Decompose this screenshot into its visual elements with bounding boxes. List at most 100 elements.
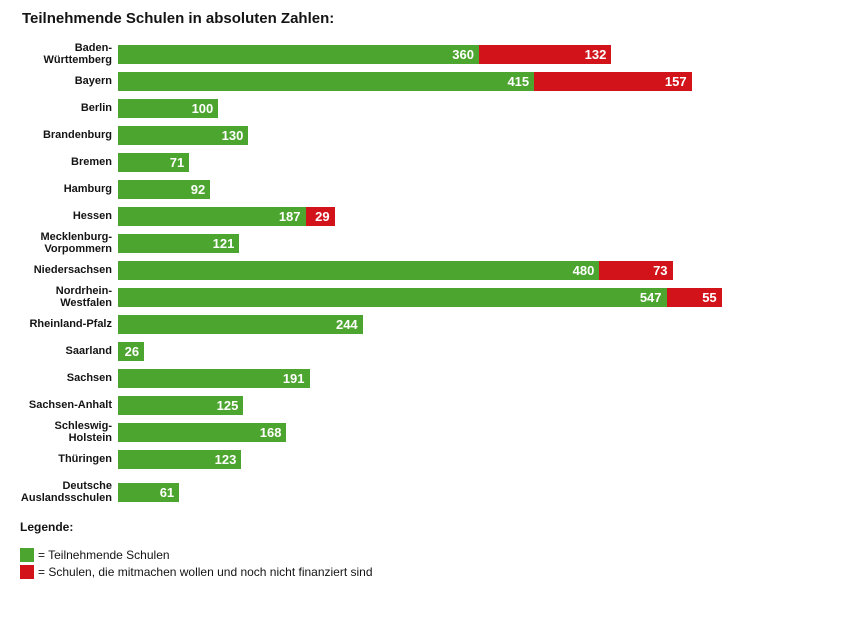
row-bars: 123 (118, 450, 830, 469)
bar-value: 130 (222, 128, 244, 143)
row-label: Hessen (20, 211, 118, 223)
bar-segment-waiting: 29 (306, 207, 335, 226)
bar-value: 125 (217, 398, 239, 413)
chart-row: Bremen 71 (20, 153, 830, 172)
row-bars: 92 (118, 180, 830, 199)
bar-segment-participating: 360 (118, 45, 479, 64)
chart-row: Schleswig-Holstein 168 (20, 423, 830, 442)
bar-segment-participating: 191 (118, 369, 310, 388)
row-bars: 125 (118, 396, 830, 415)
bar-value: 73 (653, 263, 667, 278)
bar-segment-waiting: 55 (667, 288, 722, 307)
chart-row: Niedersachsen 480 73 (20, 261, 830, 280)
row-bars: 121 (118, 234, 830, 253)
bar-value: 157 (665, 74, 687, 89)
bar-segment-participating: 480 (118, 261, 599, 280)
bar-segment-participating: 61 (118, 483, 179, 502)
legend-swatch (20, 565, 34, 579)
legend-item: = Schulen, die mitmachen wollen und noch… (20, 565, 830, 579)
row-label: Nordrhein-Westfalen (20, 286, 118, 309)
chart-container: Teilnehmende Schulen in absoluten Zahlen… (0, 0, 850, 637)
bar-value: 71 (170, 155, 184, 170)
bar-chart: Baden-Württemberg 360 132 Bayern 415 157 Berli… (20, 45, 830, 502)
row-label: Brandenburg (20, 130, 118, 142)
row-bars: 244 (118, 315, 830, 334)
bar-value: 100 (192, 101, 214, 116)
row-bars: 130 (118, 126, 830, 145)
chart-row: Bayern 415 157 (20, 72, 830, 91)
bar-value: 123 (215, 452, 237, 467)
row-label: Sachsen (20, 373, 118, 385)
bar-value: 29 (315, 209, 329, 224)
bar-value: 191 (283, 371, 305, 386)
bar-segment-participating: 244 (118, 315, 363, 334)
bar-segment-waiting: 73 (599, 261, 672, 280)
bar-value: 187 (279, 209, 301, 224)
legend-text: = Teilnehmende Schulen (38, 548, 170, 562)
bar-segment-waiting: 157 (534, 72, 691, 91)
row-label: Berlin (20, 103, 118, 115)
row-label: Schleswig-Holstein (20, 421, 118, 444)
row-label: Mecklenburg-Vorpommern (20, 232, 118, 255)
bar-segment-participating: 71 (118, 153, 189, 172)
row-bars: 191 (118, 369, 830, 388)
row-bars: 71 (118, 153, 830, 172)
bar-segment-participating: 92 (118, 180, 210, 199)
bar-value: 244 (336, 317, 358, 332)
bar-value: 121 (213, 236, 235, 251)
chart-row: Hessen 187 29 (20, 207, 830, 226)
bar-value: 480 (573, 263, 595, 278)
row-bars: 480 73 (118, 261, 830, 280)
bar-value: 61 (160, 485, 174, 500)
chart-row: Sachsen 191 (20, 369, 830, 388)
row-label: DeutscheAuslandsschulen (20, 481, 118, 504)
chart-row: Rheinland-Pfalz 244 (20, 315, 830, 334)
bar-segment-waiting: 132 (479, 45, 611, 64)
bar-value: 92 (191, 182, 205, 197)
chart-row: DeutscheAuslandsschulen 61 (20, 483, 830, 502)
bar-segment-participating: 26 (118, 342, 144, 361)
row-label: Niedersachsen (20, 265, 118, 277)
bar-segment-participating: 187 (118, 207, 306, 226)
bar-value: 55 (702, 290, 716, 305)
bar-segment-participating: 130 (118, 126, 248, 145)
row-bars: 61 (118, 483, 830, 502)
bar-value: 26 (125, 344, 139, 359)
bar-value: 132 (585, 47, 607, 62)
legend: Legende: = Teilnehmende Schulen = Schulen… (20, 520, 830, 579)
bar-segment-participating: 168 (118, 423, 286, 442)
chart-title: Teilnehmende Schulen in absoluten Zahlen… (22, 10, 830, 27)
bar-segment-participating: 123 (118, 450, 241, 469)
row-label: Rheinland-Pfalz (20, 319, 118, 331)
row-bars: 187 29 (118, 207, 830, 226)
chart-row: Mecklenburg-Vorpommern 121 (20, 234, 830, 253)
row-label: Bremen (20, 157, 118, 169)
legend-title: Legende: (20, 520, 830, 534)
row-bars: 168 (118, 423, 830, 442)
row-label: Bayern (20, 76, 118, 88)
legend-swatch (20, 548, 34, 562)
row-bars: 54755 (118, 288, 830, 307)
chart-row: Hamburg92 (20, 180, 830, 199)
chart-row: Nordrhein-Westfalen54755 (20, 288, 830, 307)
bar-segment-participating: 121 (118, 234, 239, 253)
legend-item: = Teilnehmende Schulen (20, 548, 830, 562)
bar-segment-participating: 100 (118, 99, 218, 118)
row-bars: 415 157 (118, 72, 830, 91)
row-label: Thüringen (20, 454, 118, 466)
chart-row: Berlin 100 (20, 99, 830, 118)
row-bars: 26 (118, 342, 830, 361)
row-label: Sachsen-Anhalt (20, 400, 118, 412)
bar-value: 168 (260, 425, 282, 440)
chart-row: Saarland26 (20, 342, 830, 361)
row-bars: 360 132 (118, 45, 830, 64)
chart-row: Baden-Württemberg 360 132 (20, 45, 830, 64)
chart-row: Thüringen 123 (20, 450, 830, 469)
bar-value: 415 (507, 74, 529, 89)
chart-row: Sachsen-Anhalt 125 (20, 396, 830, 415)
bar-value: 360 (452, 47, 474, 62)
chart-row: Brandenburg 130 (20, 126, 830, 145)
row-label: Baden-Württemberg (20, 43, 118, 66)
bar-segment-participating: 125 (118, 396, 243, 415)
bar-segment-participating: 415 (118, 72, 534, 91)
